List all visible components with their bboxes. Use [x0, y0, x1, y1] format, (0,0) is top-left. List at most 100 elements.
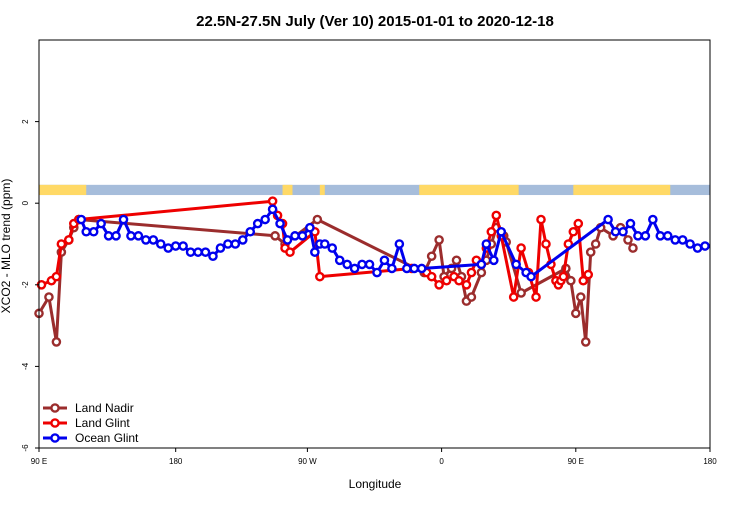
ocean-glint-point	[700, 241, 710, 251]
land-band-4	[573, 184, 671, 196]
land-glint-point	[315, 271, 325, 282]
chart-title: 22.5N-27.5N July (Ver 10) 2015-01-01 to …	[196, 13, 554, 30]
ocean-glint-point	[409, 263, 420, 274]
land-nadir-point	[451, 255, 462, 266]
legend-swatch-point	[50, 418, 60, 428]
ocean-glint-point	[692, 243, 703, 253]
ocean-glint-point	[476, 259, 487, 270]
ocean-glint-point	[81, 226, 92, 237]
ocean-glint-point	[126, 231, 136, 241]
land-nadir-point	[585, 247, 596, 257]
ocean-glint-point	[200, 247, 211, 257]
ocean-glint-point	[364, 259, 375, 270]
ocean-glint-point	[670, 235, 681, 245]
legend-label: Land Glint	[75, 416, 130, 430]
x-axis-label: Longitude	[349, 477, 402, 491]
ocean-glint-point	[379, 255, 390, 266]
ocean-glint-point	[245, 226, 256, 237]
land-glint-point	[583, 269, 594, 280]
ocean-glint-point	[633, 231, 643, 241]
ocean-glint-point	[349, 263, 360, 274]
y-tick-label: 2	[21, 119, 30, 124]
land-band-3	[419, 184, 519, 196]
land-glint-point	[516, 243, 526, 253]
ocean-glint-point	[610, 226, 621, 237]
land-nadir-point	[270, 231, 280, 241]
land-glint-point	[541, 239, 551, 249]
ocean-glint-point	[394, 239, 405, 249]
ocean-glint-point	[297, 231, 308, 241]
land-nadir-point	[623, 235, 633, 245]
ocean-glint-point	[334, 255, 345, 266]
ocean-glint-point	[496, 226, 507, 237]
land-nadir-point	[628, 243, 638, 253]
ocean-glint-point	[260, 214, 270, 225]
x-tick-label: 180	[169, 457, 183, 466]
ocean-glint-point	[223, 239, 233, 249]
x-tick-label: 0	[439, 457, 444, 466]
ocean-glint-point	[625, 218, 636, 229]
legend-item-land-glint: Land Glint	[43, 416, 130, 430]
ocean-glint-point	[387, 263, 397, 274]
land-nadir-point	[476, 267, 487, 278]
ocean-glint-point	[155, 239, 166, 249]
land-nadir-point	[312, 214, 323, 225]
land-nadir-point	[466, 292, 477, 302]
land-glint-point	[466, 267, 477, 278]
ocean-glint-point	[103, 231, 114, 241]
land-glint-point	[573, 218, 584, 229]
ocean-glint-point	[275, 218, 285, 229]
ocean-glint-point	[310, 247, 320, 257]
x-tick-label: 180	[703, 457, 717, 466]
y-tick-label: -6	[21, 444, 30, 452]
ocean-glint-point	[193, 247, 203, 257]
land-band-2	[319, 184, 325, 196]
ocean-glint-point	[282, 235, 293, 245]
legend-swatch-point	[50, 433, 60, 443]
land-nadir-point	[571, 308, 581, 319]
legend-swatch-point	[50, 403, 60, 413]
ocean-glint-point	[178, 241, 188, 251]
ocean-glint-point	[662, 231, 673, 241]
land-nadir-point	[426, 251, 437, 262]
ocean-glint-point	[208, 251, 218, 262]
ocean-glint-point	[416, 263, 427, 274]
legend-label: Ocean Glint	[75, 431, 139, 445]
ocean-glint-point	[141, 235, 151, 245]
series-land-nadir	[34, 214, 638, 347]
ocean-glint-point	[88, 226, 99, 237]
x-tick-label: 90 E	[31, 457, 47, 466]
ocean-glint-point	[526, 271, 536, 282]
land-nadir-point	[434, 235, 444, 245]
ocean-glint-point	[252, 218, 263, 229]
land-glint-point	[486, 226, 497, 237]
ocean-glint-point	[342, 259, 352, 270]
ocean-glint-point	[237, 235, 248, 245]
ocean-glint-point	[118, 214, 129, 225]
land-band-1	[282, 184, 293, 196]
ocean-glint-point	[603, 214, 613, 225]
land-nadir-point	[580, 337, 591, 347]
land-glint-point	[558, 271, 569, 282]
land-nadir-point	[590, 239, 601, 249]
land-glint-point	[434, 279, 444, 290]
ocean-glint-point	[215, 243, 226, 253]
land-glint-point	[454, 275, 464, 286]
ocean-glint-point	[488, 255, 499, 266]
y-tick-label: -4	[21, 362, 30, 370]
land-glint-point	[426, 271, 437, 282]
series-layer	[34, 196, 710, 347]
land-glint-point	[51, 271, 62, 282]
ocean-glint-point	[111, 231, 121, 241]
legend-item-land-nadir: Land Nadir	[43, 401, 134, 415]
land-nadir-point	[51, 337, 62, 347]
ocean-glint-point	[640, 231, 651, 241]
land-glint-point	[531, 292, 541, 302]
y-tick-label: 0	[21, 200, 30, 205]
land-glint-point	[568, 226, 579, 237]
ocean-glint-point	[185, 247, 196, 257]
land-glint-point	[461, 279, 472, 290]
land-glint-point	[56, 239, 67, 249]
